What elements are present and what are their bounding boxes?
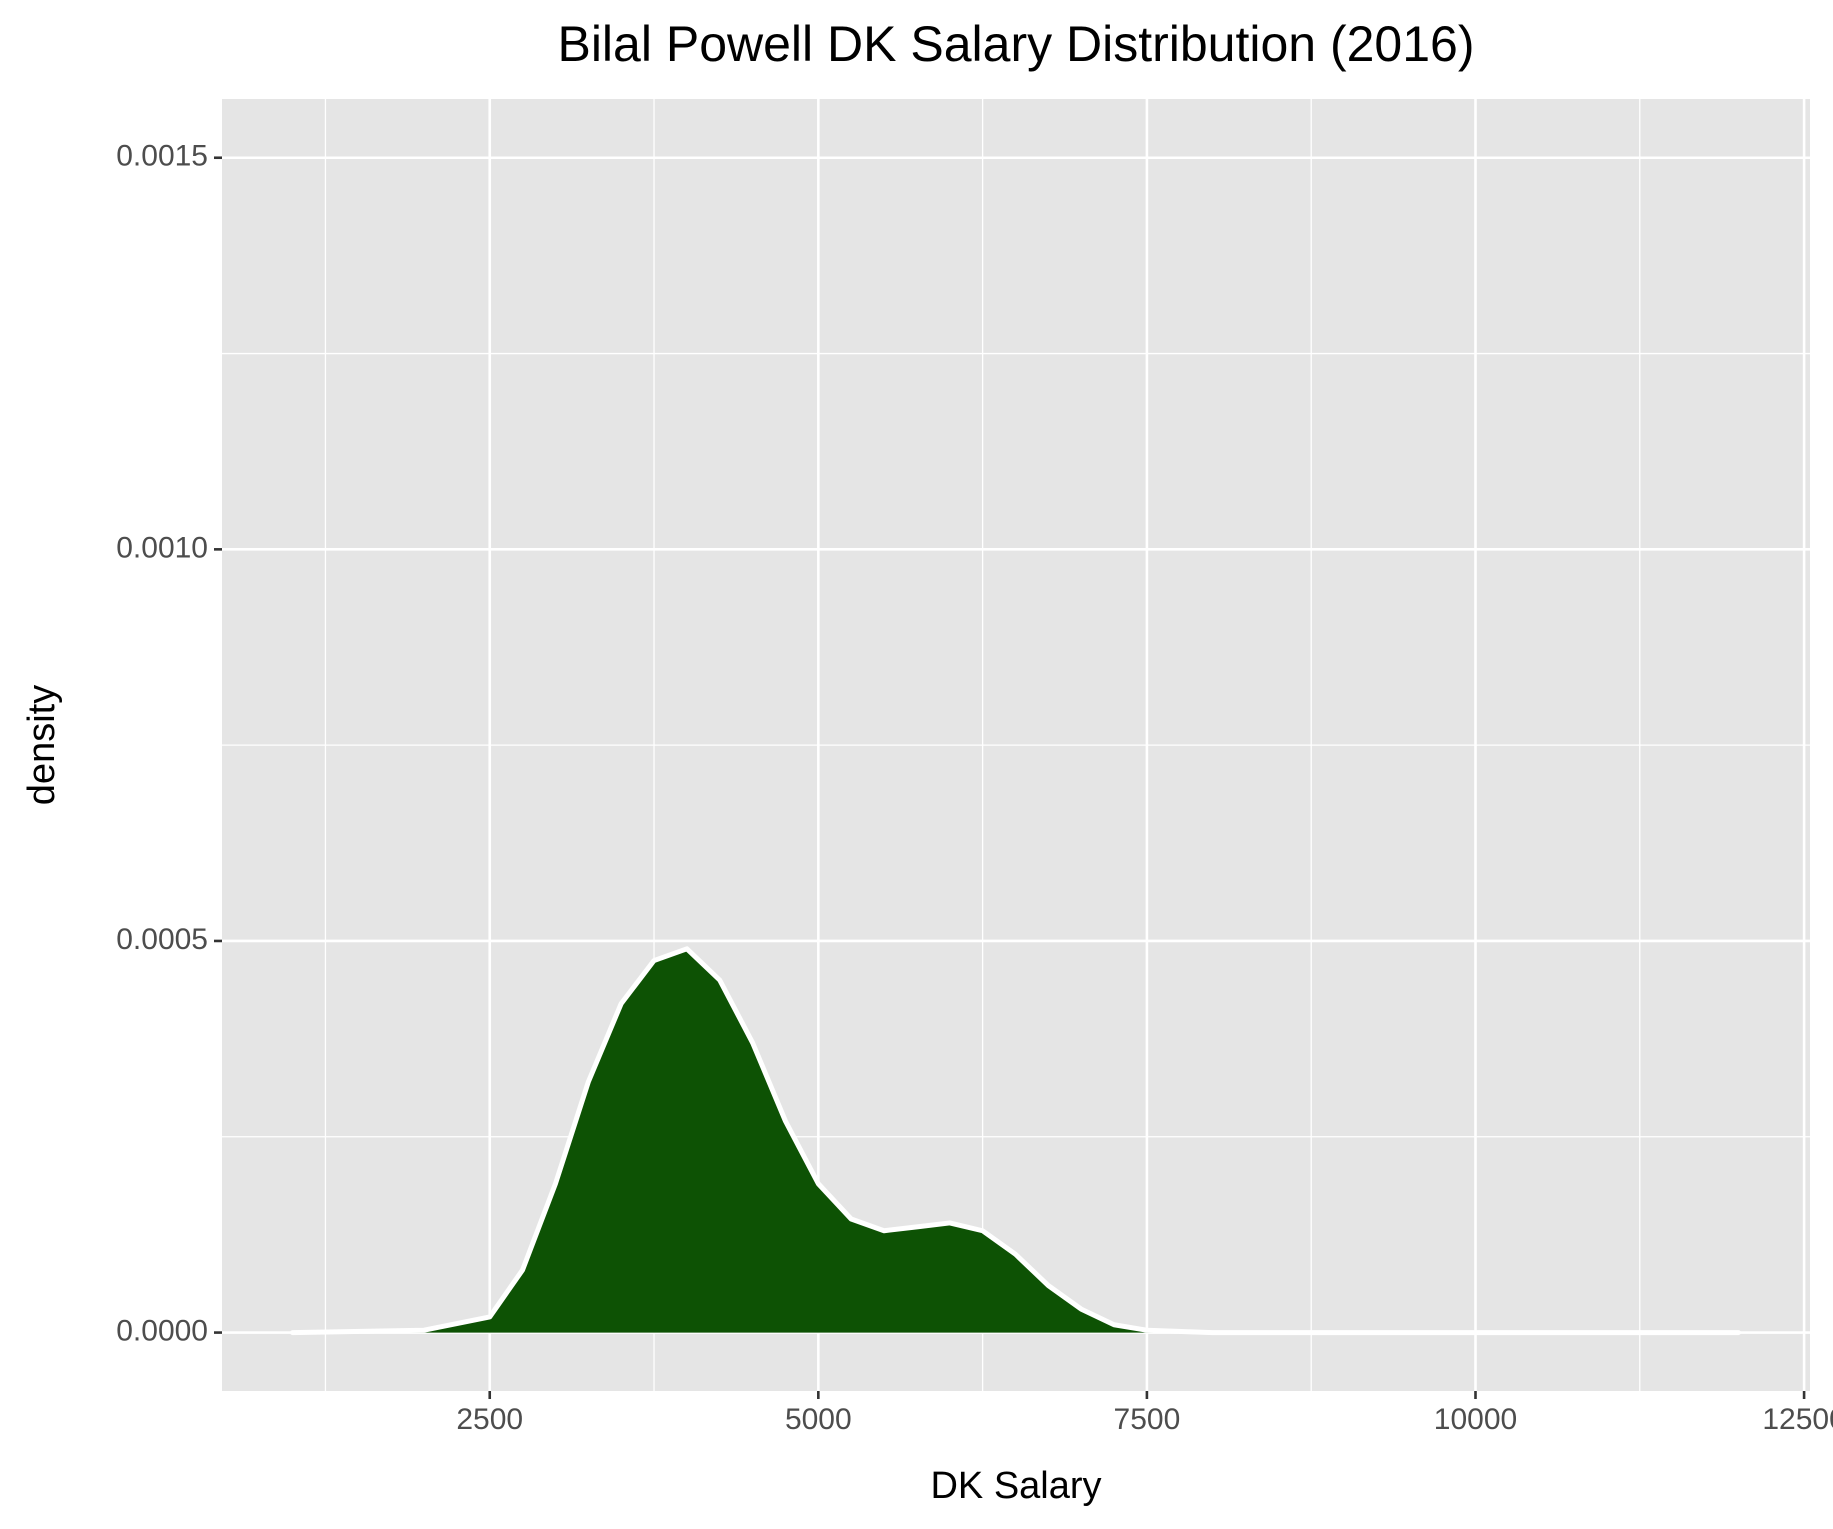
y-tick-label: 0.0005 xyxy=(116,923,208,956)
y-tick-label: 0.0000 xyxy=(116,1314,208,1347)
chart-title: Bilal Powell DK Salary Distribution (201… xyxy=(557,16,1474,72)
x-tick-label: 5000 xyxy=(785,1403,852,1436)
x-tick-label: 7500 xyxy=(1114,1403,1181,1436)
y-axis-label: density xyxy=(21,685,63,805)
density-outline xyxy=(290,946,1741,1336)
x-tick-label: 10000 xyxy=(1434,1403,1517,1436)
density-area xyxy=(292,948,1739,1333)
x-axis-label: DK Salary xyxy=(930,1465,1101,1507)
y-tick-label: 0.0010 xyxy=(116,531,208,564)
y-tick-label: 0.0015 xyxy=(116,140,208,173)
x-tick-label: 2500 xyxy=(456,1403,523,1436)
